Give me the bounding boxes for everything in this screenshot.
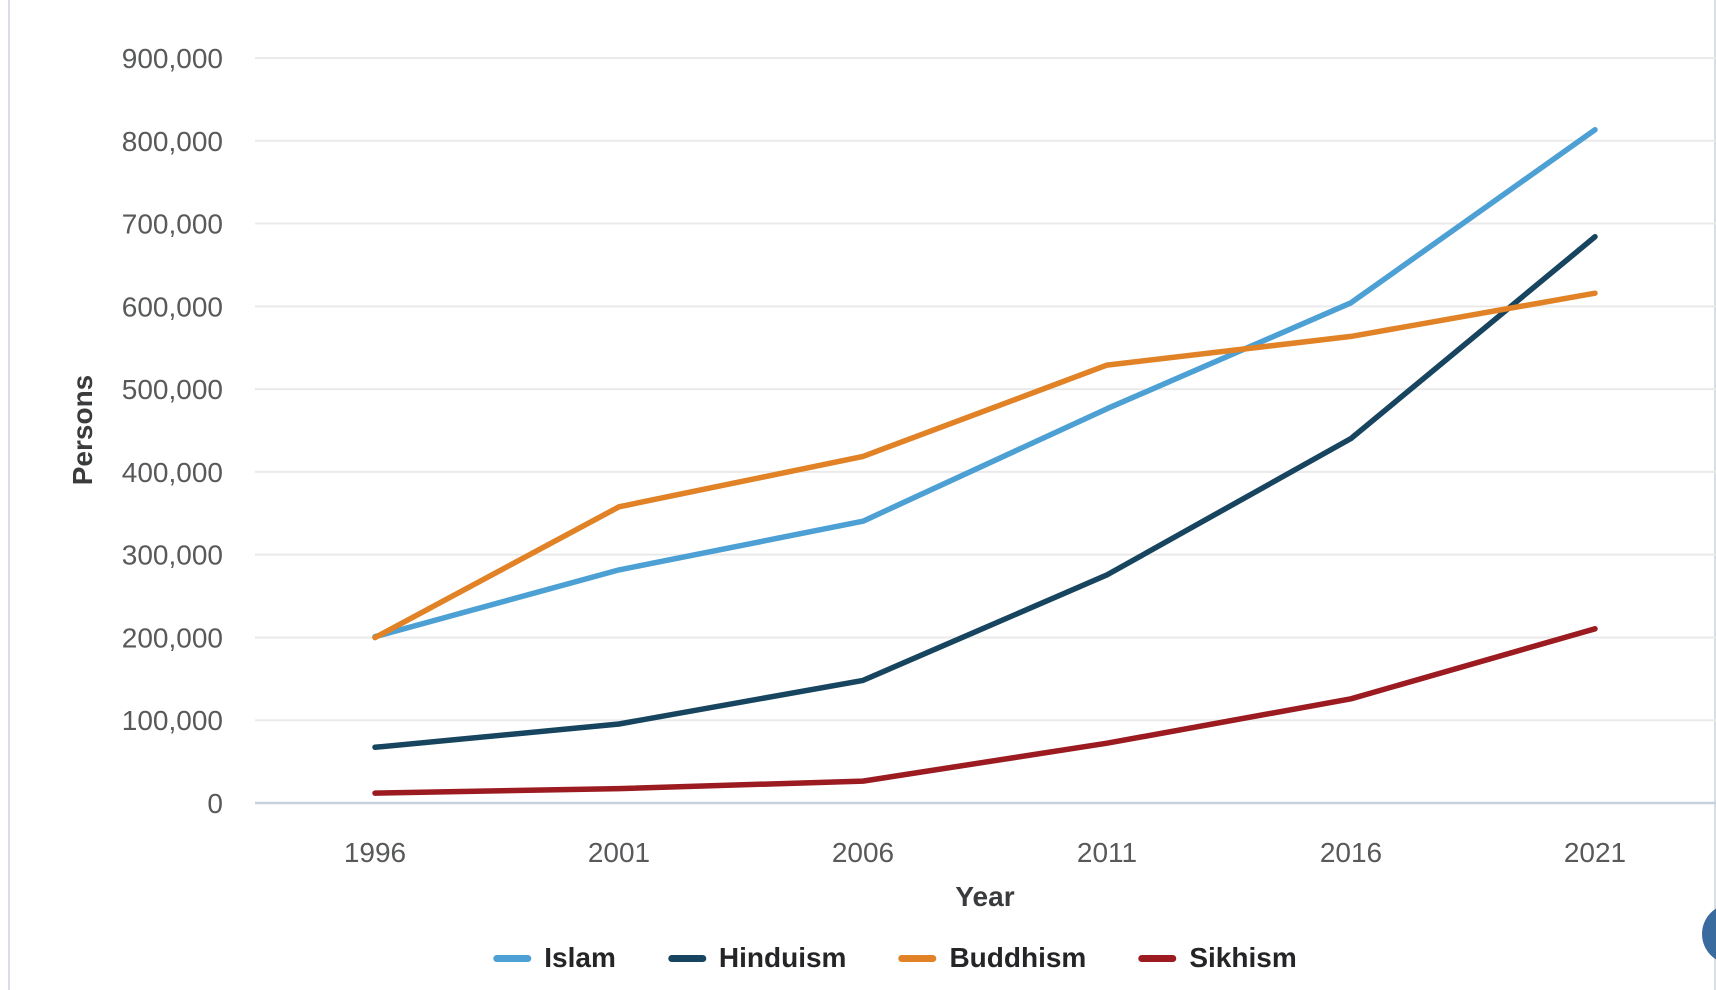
x-tick-label: 2001: [588, 837, 650, 868]
legend-swatch-islam: [493, 954, 532, 962]
legend-swatch-buddhism: [898, 954, 937, 962]
legend-label: Hinduism: [718, 942, 847, 973]
legend-item-buddhism[interactable]: Buddhism: [898, 942, 1086, 974]
legend-label: Buddhism: [949, 942, 1087, 973]
series-line-islam[interactable]: [372, 126, 1598, 640]
series-line-buddhism[interactable]: [372, 290, 1598, 641]
y-tick-label: 900,000: [122, 43, 223, 74]
y-tick-label: 400,000: [122, 457, 223, 488]
page-border-left: [8, 0, 10, 990]
y-tick-label: 300,000: [122, 540, 223, 571]
legend-swatch-hinduism: [667, 954, 706, 962]
x-tick-label: 2006: [832, 837, 894, 868]
y-tick-label: 200,000: [122, 622, 223, 653]
y-axis-title: Persons: [67, 374, 98, 486]
y-tick-label: 500,000: [122, 374, 223, 405]
y-tick-label: 100,000: [122, 705, 223, 736]
legend-label: Islam: [544, 942, 616, 973]
legend: Islam Hinduism Buddhism Sikhism: [493, 942, 1297, 974]
page-border-right: [1714, 0, 1716, 990]
legend-item-islam[interactable]: Islam: [493, 942, 616, 974]
y-tick-label: 800,000: [122, 126, 223, 157]
y-tick-label: 600,000: [122, 291, 223, 322]
legend-item-hinduism[interactable]: Hinduism: [667, 942, 847, 974]
x-tick-label: 2016: [1320, 837, 1382, 868]
legend-label: Sikhism: [1189, 942, 1297, 973]
floating-action-button[interactable]: [1702, 904, 1716, 964]
legend-swatch-sikhism: [1138, 954, 1177, 962]
y-tick-label: 700,000: [122, 209, 223, 240]
x-axis-title: Year: [955, 881, 1015, 912]
x-tick-label: 2011: [1077, 837, 1137, 868]
legend-item-sikhism[interactable]: Sikhism: [1138, 942, 1297, 974]
x-tick-label: 2021: [1564, 837, 1626, 868]
x-tick-label: 1996: [344, 837, 406, 868]
y-tick-label: 0: [207, 788, 223, 819]
series-line-sikhism[interactable]: [372, 626, 1598, 796]
series-line-hinduism[interactable]: [372, 234, 1598, 751]
